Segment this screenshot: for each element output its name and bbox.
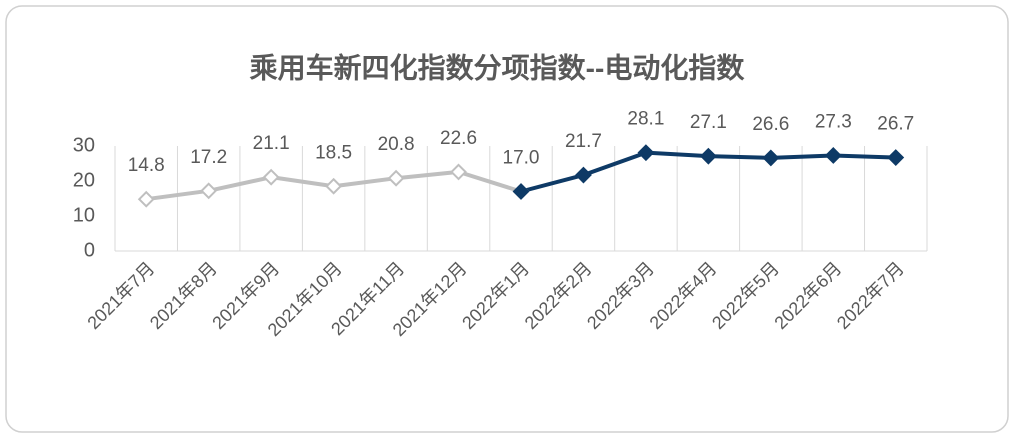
y-tick-label: 0 [84, 239, 95, 261]
data-point [137, 190, 155, 208]
chart-title: 乘用车新四化指数分项指数--电动化指数 [250, 51, 746, 83]
data-point [387, 169, 405, 187]
data-point [262, 168, 280, 186]
data-label: 17.0 [503, 148, 540, 169]
data-label: 26.7 [877, 114, 914, 135]
data-point [512, 183, 530, 200]
data-label: 26.6 [752, 114, 789, 135]
data-point [699, 147, 717, 165]
y-tick-label: 10 [73, 204, 95, 226]
data-label: 28.1 [627, 109, 664, 130]
data-label: 14.8 [128, 155, 165, 176]
data-label: 20.8 [378, 134, 415, 155]
data-label: 21.1 [253, 133, 290, 154]
data-label: 17.2 [190, 147, 227, 168]
data-label: 22.6 [440, 128, 477, 149]
data-point [200, 182, 218, 200]
data-point [575, 166, 592, 184]
data-label: 27.3 [815, 111, 852, 132]
data-point [887, 149, 905, 166]
data-point [325, 177, 343, 195]
data-point [824, 147, 842, 164]
data-point [450, 163, 467, 181]
chart-frame [5, 5, 1009, 433]
data-point [637, 144, 655, 162]
data-label: 18.5 [315, 142, 352, 163]
data-label: 21.7 [565, 131, 602, 152]
data-point [762, 149, 780, 167]
y-tick-label: 20 [73, 169, 95, 191]
y-tick-label: 30 [73, 134, 95, 156]
data-label: 27.1 [690, 112, 727, 133]
